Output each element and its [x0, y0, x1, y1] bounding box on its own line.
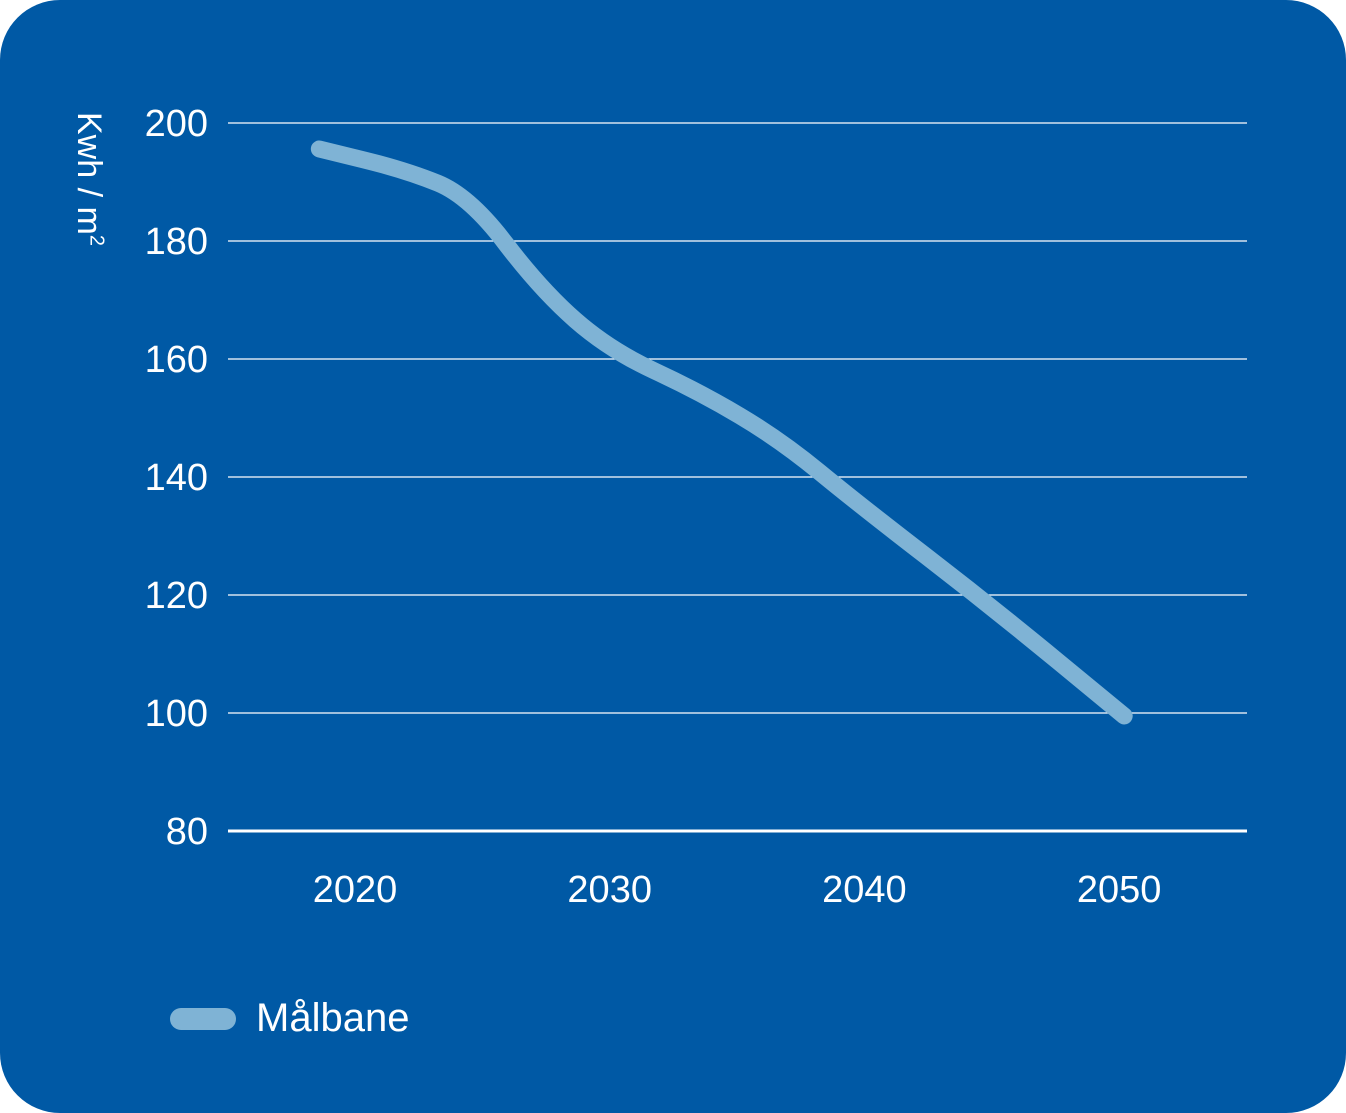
series-line-mlbane	[310, 140, 1133, 725]
y-tick-label: 180	[145, 221, 208, 263]
y-axis-label-text: Kwh / m	[70, 112, 108, 235]
y-tick-label: 200	[145, 103, 208, 145]
y-tick-label: 120	[145, 575, 208, 617]
legend: Målbane	[170, 996, 409, 1041]
y-tick-label: 140	[145, 457, 208, 499]
y-axis-label: Kwh / m2	[69, 112, 108, 246]
x-tick-label: 2040	[822, 869, 907, 911]
legend-swatch	[170, 1007, 236, 1030]
y-tick-label: 160	[145, 339, 208, 381]
x-tick-label: 2020	[313, 869, 398, 911]
x-tick-label: 2050	[1077, 869, 1162, 911]
y-tick-label: 100	[145, 693, 208, 735]
y-tick-label: 80	[166, 811, 208, 853]
x-tick-label: 2030	[567, 869, 652, 911]
y-axis-label-superscript: 2	[85, 234, 108, 246]
legend-label: Målbane	[256, 996, 410, 1040]
